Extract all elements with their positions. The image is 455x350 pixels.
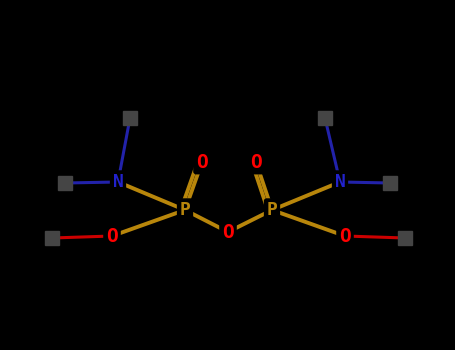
Text: N: N xyxy=(334,173,345,191)
Text: O: O xyxy=(196,153,208,172)
Text: N: N xyxy=(112,173,123,191)
Text: O: O xyxy=(250,153,262,172)
Text: O: O xyxy=(106,226,118,245)
Text: P: P xyxy=(267,201,278,219)
Text: P: P xyxy=(180,201,191,219)
Text: O: O xyxy=(339,226,351,245)
Text: O: O xyxy=(222,223,234,241)
